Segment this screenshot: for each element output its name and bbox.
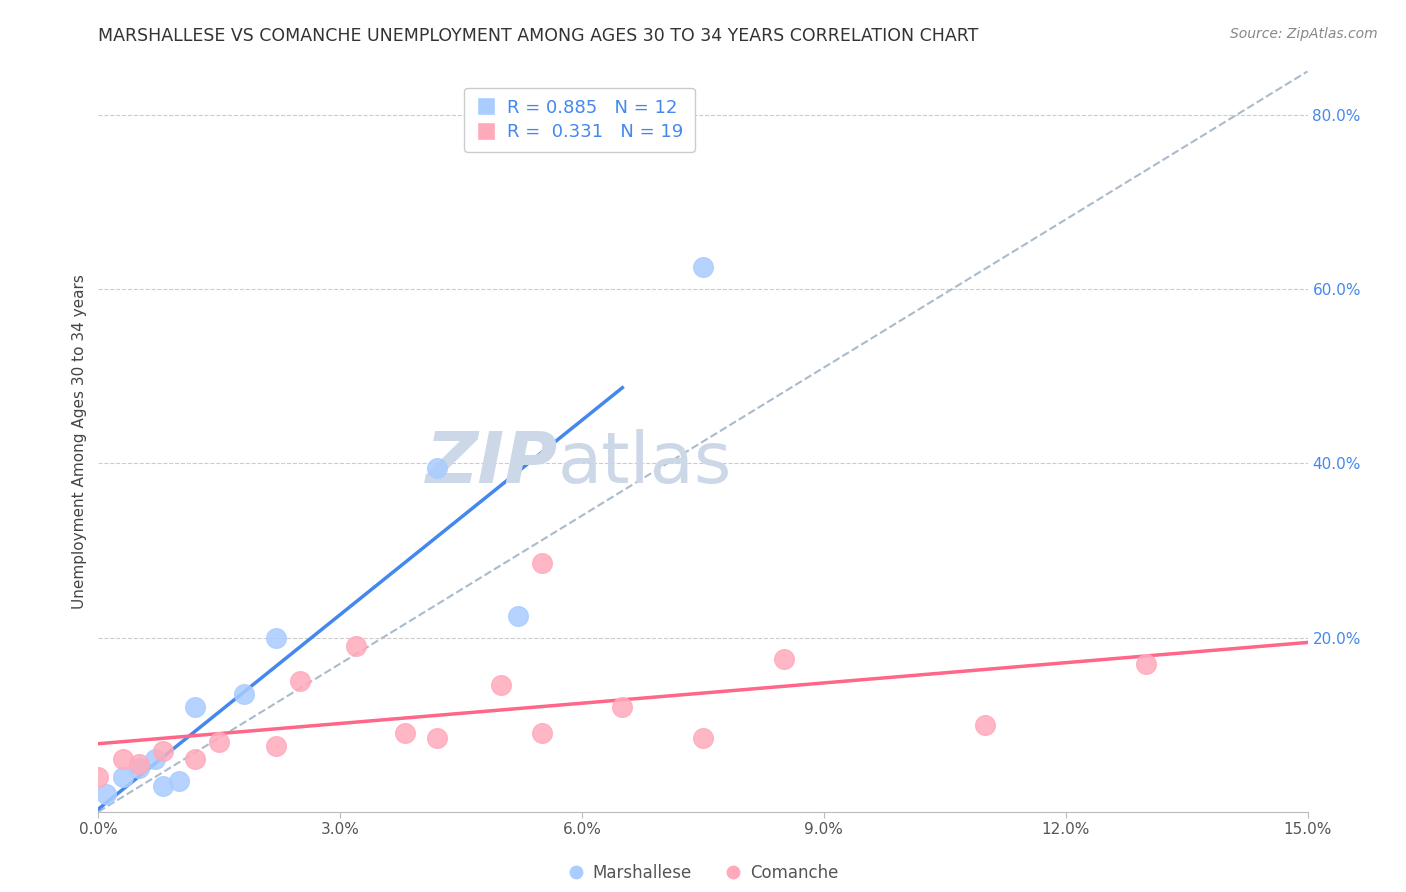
Point [87,770,110,784]
Point [264,739,287,754]
Legend: Marshallese, Comanche: Marshallese, Comanche [561,857,845,888]
Point [772,652,794,666]
Y-axis label: Unemployment Among Ages 30 to 34 years: Unemployment Among Ages 30 to 34 years [72,274,87,609]
Point [128,756,150,771]
Point [111,752,134,766]
Point [1135,657,1157,671]
Point [692,260,714,275]
Text: ZIP: ZIP [426,429,558,499]
Point [152,779,174,793]
Point [96,787,118,801]
Point [152,744,174,758]
Point [974,717,997,731]
Text: Source: ZipAtlas.com: Source: ZipAtlas.com [1230,27,1378,41]
Point [184,700,207,714]
Point [288,674,311,689]
Point [232,687,254,701]
Point [506,608,529,623]
Point [491,678,513,692]
Point [394,726,416,740]
Text: MARSHALLESE VS COMANCHE UNEMPLOYMENT AMONG AGES 30 TO 34 YEARS CORRELATION CHART: MARSHALLESE VS COMANCHE UNEMPLOYMENT AMO… [98,27,979,45]
Point [167,774,190,789]
Point [530,726,553,740]
Point [612,700,634,714]
Point [111,770,134,784]
Point [344,639,367,653]
Point [208,735,231,749]
Text: atlas: atlas [558,429,733,499]
Point [426,460,449,475]
Point [184,752,207,766]
Point [128,761,150,775]
Point [143,752,166,766]
Point [530,557,553,571]
Point [692,731,714,745]
Point [426,731,449,745]
Point [264,631,287,645]
